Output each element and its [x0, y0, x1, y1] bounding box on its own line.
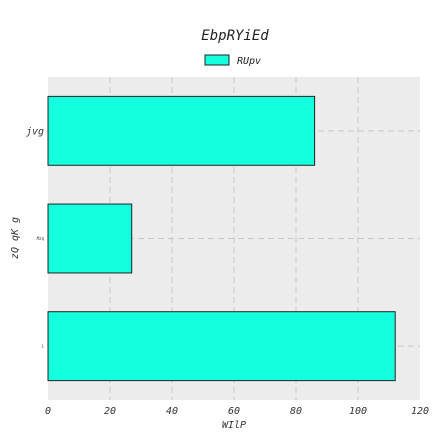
x-tick-label: 120 — [411, 406, 429, 417]
x-tick-label: 0 — [45, 406, 51, 417]
x-tick-label: 100 — [349, 406, 367, 417]
legend-label: RUpv — [237, 56, 261, 67]
x-axis-label: WIlP — [222, 420, 246, 431]
x-tick-label: 80 — [290, 406, 302, 417]
chart-title: EbpRYiEd — [201, 28, 269, 44]
y-tick-label: jvg — [26, 126, 44, 137]
bar-jvg — [47, 95, 316, 166]
y-axis: jvg Mzq L — [26, 126, 45, 348]
bar-l — [47, 311, 396, 382]
x-tick-label: 40 — [166, 406, 178, 417]
x-axis: 0 20 40 60 80 100 120 — [45, 406, 429, 417]
bar-mzq — [47, 203, 133, 274]
y-axis-label: zQ qK g — [10, 217, 21, 259]
y-tick-label: Mzq — [36, 236, 45, 241]
legend: RUpv — [204, 54, 261, 67]
bars — [47, 95, 396, 382]
x-tick-label: 60 — [228, 406, 240, 417]
x-tick-label: 20 — [104, 406, 116, 417]
legend-swatch — [204, 54, 230, 66]
y-tick-label: L — [42, 344, 45, 349]
